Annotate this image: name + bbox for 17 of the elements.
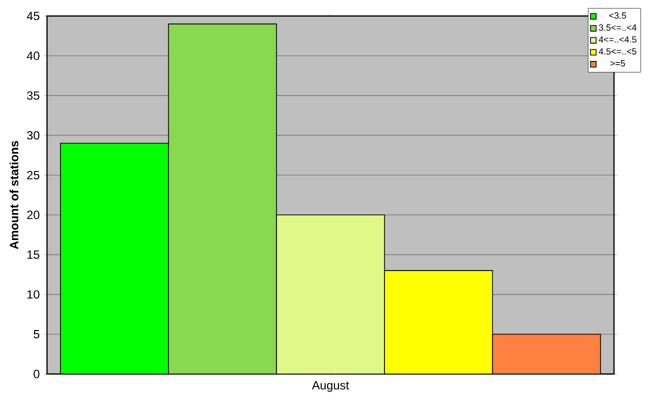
y-tick-label: 15 — [27, 250, 40, 259]
y-tick-label: 10 — [27, 290, 40, 299]
y-tick-label: 20 — [27, 210, 40, 220]
y-axis-title: Amount of stations — [10, 141, 18, 250]
y-tick-label: 0 — [34, 370, 40, 378]
y-tick-label: 35 — [26, 91, 40, 100]
legend-label: 3.5<=..<4 — [598, 24, 636, 31]
y-tick-label: 5 — [34, 330, 40, 338]
legend-label: 4<=..<4.5 — [598, 36, 636, 43]
legend-label: <3.5 — [609, 12, 626, 19]
y-tick-label: 40 — [26, 52, 40, 60]
y-tick-label: 25 — [27, 170, 40, 180]
legend-label: >=5 — [610, 60, 625, 67]
y-tick-label: 45 — [26, 12, 40, 20]
x-tick-label: August — [312, 381, 350, 392]
legend-label: 4.5<=..<5 — [598, 48, 636, 55]
y-tick-label: 30 — [26, 131, 40, 140]
